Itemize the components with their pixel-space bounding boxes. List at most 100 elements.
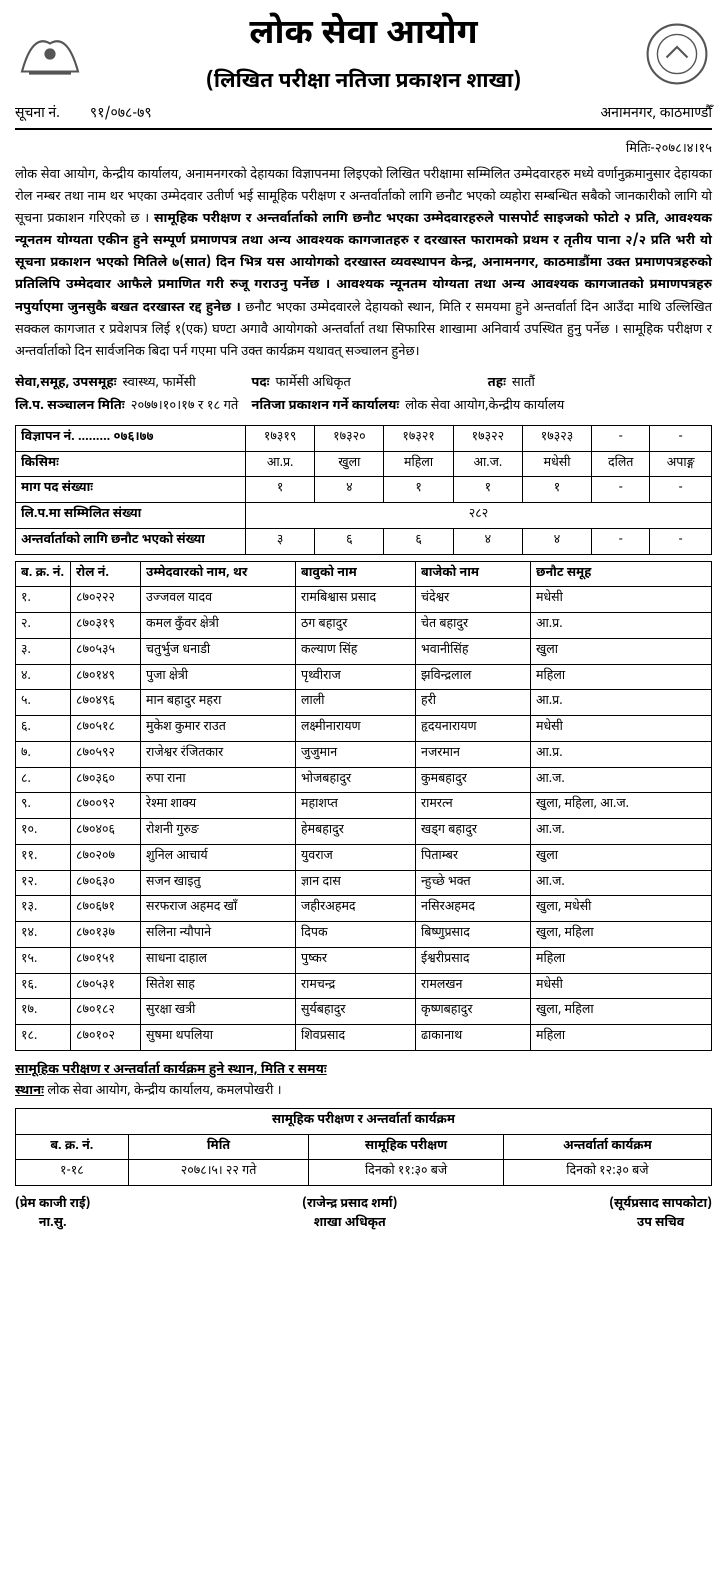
candidate-cell: ५. (16, 690, 71, 716)
candidate-cell: ठग बहादुर (296, 613, 416, 639)
candidate-cell: मुकेश कुमार राउत (141, 716, 296, 742)
candidate-cell: १६. (16, 973, 71, 999)
summary-cell: अपाङ्ग (650, 451, 712, 477)
signature-block: (सूर्यप्रसाद सापकोटा) उप सचिव (609, 1196, 712, 1234)
candidate-cell: मधेसी (531, 716, 712, 742)
candidate-cell: सुर्यबहादुर (296, 999, 416, 1025)
table-row: १७.८७०१८२सुरक्षा खत्रीसुर्यबहादुरकृष्णबह… (16, 999, 712, 1025)
candidate-cell: १. (16, 587, 71, 613)
schedule-cell: १-१८ (16, 1160, 129, 1186)
summary-cell: ६ (384, 528, 453, 554)
pub-office-label: नतिजा प्रकाशन गर्ने कार्यालयः (251, 397, 399, 417)
summary-cell: आ.प्र. (246, 451, 315, 477)
candidate-cell: कुमबहादुर (416, 767, 531, 793)
candidate-cell: २. (16, 613, 71, 639)
candidate-cell: १८. (16, 1025, 71, 1051)
summary-cell: ४ (453, 528, 522, 554)
summary-cell: १७३१९ (246, 425, 315, 451)
candidate-cell: रोशनी गुरुङ (141, 819, 296, 845)
candidate-cell: ८७०३६० (71, 767, 141, 793)
candidate-cell: ज्ञान दास (296, 870, 416, 896)
summary-cell: महिला (384, 451, 453, 477)
candidate-cell: ८७०१४९ (71, 664, 141, 690)
page-header: लोक सेवा आयोग (लिखित परीक्षा नतिजा प्रका… (15, 10, 712, 99)
date-row: मितिः-२०७८।४।१५ (15, 140, 712, 160)
candidate-cell: आ.प्र. (531, 741, 712, 767)
candidate-cell: ८. (16, 767, 71, 793)
candidate-cell: रेश्मा शाक्य (141, 793, 296, 819)
summary-cell: १ (384, 477, 453, 503)
table-row: १०.८७०४०६रोशनी गुरुङहेमबहादुरखड्ग बहादुर… (16, 819, 712, 845)
candidate-cell: आ.ज. (531, 819, 712, 845)
candidate-cell: चतुर्भुज धनाडी (141, 638, 296, 664)
candidate-cell: महिला (531, 664, 712, 690)
summary-cell: - (592, 425, 650, 451)
table-row: ७.८७०५९२राजेश्वर रंजितकारजुजुमाननजरमानआ.… (16, 741, 712, 767)
candidate-cell: ११. (16, 844, 71, 870)
candidate-cell: रामलखन (416, 973, 531, 999)
candidate-cell: आ.ज. (531, 870, 712, 896)
candidate-cell: दिपक (296, 922, 416, 948)
candidate-cell: जहीरअहमद (296, 896, 416, 922)
candidate-cell: युवराज (296, 844, 416, 870)
candidate-cell: महाशप्त (296, 793, 416, 819)
candidate-cell: लक्ष्मीनारायण (296, 716, 416, 742)
summary-row-label: अन्तर्वार्ताको लागि छनौट भएको संख्या (16, 528, 246, 554)
candidate-cell: राजेश्वर रंजितकार (141, 741, 296, 767)
schedule-table: सामूहिक परीक्षण र अन्तर्वार्ता कार्यक्रम… (15, 1108, 712, 1186)
candidate-header: बाजेको नाम (416, 561, 531, 587)
candidate-cell: शुनिल आचार्य (141, 844, 296, 870)
candidate-cell: ७. (16, 741, 71, 767)
candidate-cell: सजन खाइतु (141, 870, 296, 896)
candidate-cell: हृदयनारायण (416, 716, 531, 742)
summary-row-label: माग पद संख्याः (16, 477, 246, 503)
table-row: ३.८७०५३५चतुर्भुज धनाडीकल्याण सिंहभवानीसि… (16, 638, 712, 664)
candidate-cell: नसिरअहमद (416, 896, 531, 922)
candidate-cell: ८७०१०२ (71, 1025, 141, 1051)
candidate-cell: साधना दाहाल (141, 947, 296, 973)
candidate-cell: ८७०१८२ (71, 999, 141, 1025)
exam-date-label: लि.प. सञ्चालन मितिः (15, 397, 125, 417)
candidate-cell: न्हुच्छे भक्त (416, 870, 531, 896)
sign-name: (राजेन्द्र प्रसाद शर्मा) (302, 1196, 397, 1215)
summary-cell: आ.ज. (453, 451, 522, 477)
candidate-cell: आ.प्र. (531, 613, 712, 639)
summary-cell: ४ (522, 528, 591, 554)
title-block: लोक सेवा आयोग (लिखित परीक्षा नतिजा प्रका… (85, 10, 642, 99)
candidate-cell: ईश्वरीप्रसाद (416, 947, 531, 973)
sign-title: ना.सु. (15, 1215, 90, 1234)
candidate-cell: ८७०६७१ (71, 896, 141, 922)
schedule-header: अन्तर्वार्ता कार्यक्रम (503, 1134, 711, 1160)
candidate-cell: ८७०६३० (71, 870, 141, 896)
candidate-cell: सरफराज अहमद खाँ (141, 896, 296, 922)
schedule-header: सामूहिक परीक्षण (309, 1134, 504, 1160)
signature-block: (प्रेम काजी राई) ना.सु. (15, 1196, 90, 1234)
schedule-title: सामूहिक परीक्षण र अन्तर्वार्ता कार्यक्रम… (15, 1061, 712, 1081)
candidate-cell: ८७०५१८ (71, 716, 141, 742)
summary-cell: ४ (315, 477, 384, 503)
table-row: १८.८७०१०२सुषमा थपलियाशिवप्रसादढाकानाथमहि… (16, 1025, 712, 1051)
table-row: १३.८७०६७१सरफराज अहमद खाँजहीरअहमदनसिरअहमद… (16, 896, 712, 922)
summary-cell: खुला (315, 451, 384, 477)
summary-cell: ३ (246, 528, 315, 554)
table-row: १४.८७०१३७सलिना न्यौपानेदिपकबिष्णुप्रसादख… (16, 922, 712, 948)
summary-cell: १७३२० (315, 425, 384, 451)
candidate-cell: नजरमान (416, 741, 531, 767)
candidate-cell: झविन्द्रलाल (416, 664, 531, 690)
candidate-cell: भवानीसिंह (416, 638, 531, 664)
candidate-header: छनौट समूह (531, 561, 712, 587)
level-label: तहः (488, 374, 506, 394)
sub-title: (लिखित परीक्षा नतिजा प्रकाशन शाखा) (85, 67, 642, 99)
candidate-cell: ३. (16, 638, 71, 664)
candidate-cell: खुला, महिला, आ.ज. (531, 793, 712, 819)
candidate-cell: ८७००९२ (71, 793, 141, 819)
summary-cell: १७३२२ (453, 425, 522, 451)
summary-cell: १७३२१ (384, 425, 453, 451)
candidate-cell: ४. (16, 664, 71, 690)
meta-grid: सेवा,समूह, उपसमूहःस्वास्थ्य, फार्मेसी पद… (15, 374, 712, 417)
candidate-cell: ८७०५९२ (71, 741, 141, 767)
emblem-right-icon (642, 19, 712, 89)
notice-label: सूचना नं. (15, 103, 60, 124)
candidate-cell: मधेसी (531, 587, 712, 613)
table-row: ४.८७०१४९पुजा क्षेत्रीपृथ्वीराजझविन्द्रला… (16, 664, 712, 690)
